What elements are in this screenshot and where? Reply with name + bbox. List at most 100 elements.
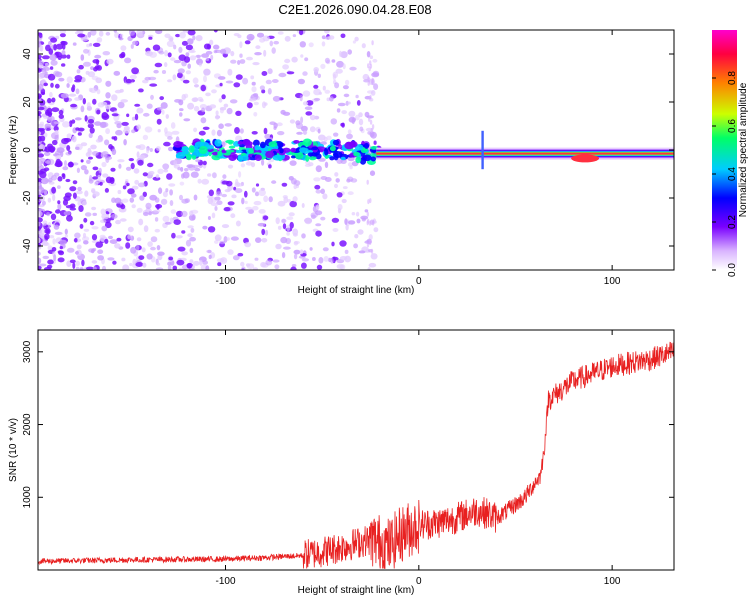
noise-blob bbox=[188, 50, 196, 54]
noise-blob bbox=[233, 82, 241, 88]
noise-blob bbox=[45, 44, 51, 52]
noise-blob bbox=[313, 84, 319, 89]
noise-blob bbox=[126, 182, 130, 187]
noise-blob bbox=[181, 210, 188, 218]
noise-blob bbox=[66, 215, 73, 222]
noise-blob bbox=[101, 101, 108, 106]
noise-blob bbox=[246, 102, 253, 109]
noise-blob bbox=[242, 77, 249, 85]
noise-blob bbox=[255, 183, 260, 187]
noise-blob bbox=[67, 161, 74, 168]
spectrogram-panel: -100 0 100 -40 -20 0 20 40 Height of straight l… bbox=[8, 29, 675, 296]
noise-blob bbox=[201, 53, 210, 58]
noise-blob bbox=[354, 36, 359, 42]
noise-blob bbox=[168, 146, 174, 152]
noise-blob bbox=[179, 181, 185, 186]
noise-blob bbox=[324, 89, 331, 94]
noise-blob bbox=[86, 102, 91, 109]
noise-blob bbox=[271, 180, 277, 184]
noise-blob bbox=[318, 91, 322, 95]
noise-blob bbox=[44, 242, 50, 246]
noise-blob bbox=[38, 135, 42, 142]
noise-blob bbox=[355, 211, 360, 217]
noise-blob bbox=[47, 116, 52, 122]
noise-blob bbox=[322, 85, 326, 91]
noise-blob bbox=[277, 31, 284, 35]
noise-blob bbox=[75, 88, 80, 95]
band-blob bbox=[353, 151, 360, 157]
noise-blob bbox=[293, 253, 298, 260]
noise-blob bbox=[324, 30, 330, 34]
noise-blob bbox=[282, 195, 288, 199]
noise-blob bbox=[359, 126, 364, 132]
noise-blob bbox=[57, 203, 62, 211]
noise-blob bbox=[117, 159, 125, 163]
noise-blob bbox=[190, 171, 199, 178]
noise-blob bbox=[208, 254, 212, 260]
noise-blob bbox=[288, 212, 295, 217]
noise-blob bbox=[273, 122, 278, 129]
noise-blob bbox=[335, 68, 343, 74]
noise-blob bbox=[366, 115, 375, 119]
noise-blob bbox=[165, 114, 169, 119]
noise-blob bbox=[78, 64, 84, 70]
noise-blob bbox=[313, 97, 321, 101]
noise-blob bbox=[369, 240, 372, 245]
y-tick-label: 40 bbox=[22, 48, 33, 60]
noise-blob bbox=[238, 171, 242, 178]
noise-blob bbox=[240, 261, 245, 267]
snr-x-axis-label: Height of straight line (km) bbox=[298, 585, 415, 596]
noise-blob bbox=[42, 66, 51, 71]
noise-blob bbox=[289, 160, 297, 166]
noise-blob bbox=[306, 100, 314, 106]
noise-blob bbox=[222, 174, 227, 179]
band-blob bbox=[299, 147, 308, 154]
noise-blob bbox=[339, 264, 346, 270]
noise-blob bbox=[314, 184, 321, 190]
noise-blob bbox=[281, 252, 286, 259]
noise-blob bbox=[160, 198, 168, 205]
noise-blob bbox=[139, 154, 146, 160]
noise-blob bbox=[371, 40, 374, 46]
noise-blob bbox=[320, 63, 326, 69]
noise-blob bbox=[109, 239, 118, 245]
noise-blob bbox=[366, 242, 370, 248]
noise-blob bbox=[215, 191, 223, 197]
noise-blob bbox=[187, 63, 191, 69]
noise-blob bbox=[89, 127, 95, 134]
noise-blob bbox=[214, 240, 219, 244]
noise-blob bbox=[185, 239, 192, 247]
noise-blob bbox=[369, 94, 372, 100]
snr-y-axis-label: SNR (10 * v/v) bbox=[8, 418, 19, 482]
noise-blob bbox=[54, 150, 62, 157]
noise-blob bbox=[187, 38, 194, 45]
noise-blob bbox=[146, 253, 153, 260]
noise-blob bbox=[89, 87, 97, 93]
y-tick-label: 2000 bbox=[22, 413, 33, 436]
noise-blob bbox=[66, 260, 72, 268]
noise-blob bbox=[164, 62, 168, 68]
noise-blob bbox=[310, 214, 316, 220]
noise-blob bbox=[92, 166, 99, 171]
noise-blob bbox=[290, 266, 297, 270]
band-blob bbox=[252, 139, 260, 147]
noise-blob bbox=[226, 107, 233, 115]
noise-blob bbox=[221, 180, 230, 185]
noise-blob bbox=[127, 234, 132, 240]
noise-blob bbox=[227, 201, 235, 206]
noise-blob bbox=[50, 37, 58, 43]
noise-blob bbox=[172, 265, 178, 270]
noise-blob bbox=[142, 134, 149, 140]
noise-blob bbox=[293, 180, 301, 186]
noise-blob bbox=[343, 93, 350, 98]
noise-blob bbox=[127, 226, 134, 233]
noise-blob bbox=[320, 216, 326, 221]
noise-blob bbox=[289, 119, 295, 124]
noise-blob bbox=[40, 187, 45, 194]
noise-blob bbox=[136, 124, 141, 130]
noise-blob bbox=[344, 255, 351, 263]
noise-blob bbox=[353, 243, 358, 249]
noise-blob bbox=[192, 265, 195, 269]
band-blob bbox=[235, 150, 243, 154]
noise-blob bbox=[38, 106, 45, 111]
